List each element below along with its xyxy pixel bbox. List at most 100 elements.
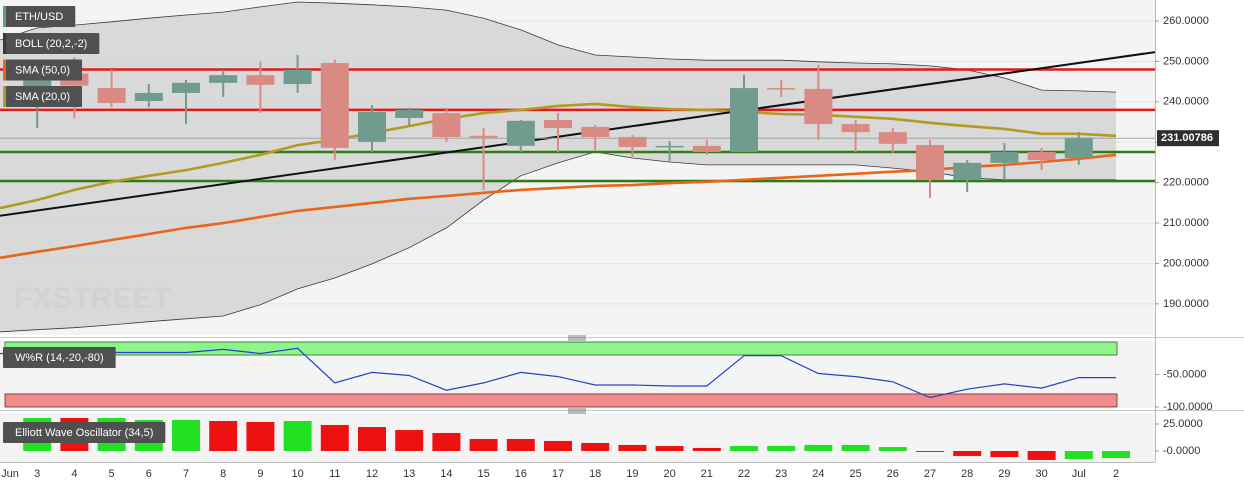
x-tick-label: Jun — [1, 468, 19, 480]
candle-body — [358, 111, 386, 142]
x-tick-label: 11 — [329, 468, 340, 480]
candle-body — [134, 92, 163, 102]
ewo-bar — [878, 446, 907, 451]
candle-body — [804, 88, 833, 125]
watermark: FXSTREET — [14, 282, 171, 315]
candle-body — [581, 126, 610, 137]
candle-body — [730, 88, 758, 152]
x-tick-label: 18 — [589, 468, 601, 480]
candle-body — [916, 145, 944, 180]
ewo-bar — [730, 446, 758, 451]
legend-label: SMA (20,0) — [15, 91, 70, 103]
oversold-zone — [4, 393, 1118, 408]
x-tick-label: 26 — [887, 468, 899, 480]
candle-body — [395, 109, 424, 118]
candle-body — [692, 145, 721, 152]
y-tick-label: 240.0000 — [1163, 96, 1209, 108]
last-price-tag: 231.00786 — [1157, 130, 1219, 147]
resize-handle[interactable] — [568, 408, 586, 414]
candle-body — [320, 63, 349, 148]
x-tick-label: 9 — [257, 468, 263, 480]
ewo-bar — [395, 430, 424, 451]
y-tick-label: 260.0000 — [1163, 15, 1209, 27]
x-tick-label: 10 — [291, 468, 303, 480]
legend-box — [3, 422, 166, 443]
candle-body — [1027, 151, 1056, 161]
x-tick-label: 21 — [701, 468, 713, 480]
ewo-bar — [358, 427, 386, 451]
candle-body — [767, 88, 796, 90]
ewo-bar — [953, 450, 982, 456]
x-tick-label: 22 — [738, 468, 750, 480]
y-tick-label: -50.0000 — [1163, 368, 1206, 380]
legend-swatch — [3, 6, 6, 27]
legend-item: BOLL (20,2,-2) — [3, 33, 100, 54]
bollinger-fill — [0, 2, 1116, 332]
resize-handle[interactable] — [568, 335, 586, 341]
x-tick-label: 6 — [146, 468, 152, 480]
candle-body — [172, 82, 200, 93]
y-tick-label: 210.0000 — [1163, 217, 1209, 229]
x-tick-label: 17 — [552, 468, 564, 480]
candle-body — [953, 162, 982, 180]
candle-body — [655, 145, 684, 148]
x-tick-label: 24 — [812, 468, 824, 480]
ewo-bar — [692, 447, 721, 451]
ewo-bar — [841, 444, 870, 451]
candle-body — [1064, 137, 1093, 159]
trendline — [0, 51, 1156, 217]
x-tick-label: 19 — [626, 468, 638, 480]
x-tick-label: 4 — [71, 468, 77, 480]
x-tick-label: 13 — [403, 468, 415, 480]
ewo-bar — [804, 444, 833, 451]
ewo-bar — [506, 439, 535, 451]
last-price-box — [1157, 130, 1219, 147]
legend-item: Elliott Wave Oscillator (34,5) — [3, 422, 166, 443]
x-tick-label: 7 — [183, 468, 189, 480]
candle-body — [544, 120, 572, 129]
x-tick-label: Jul — [1072, 468, 1086, 480]
ewo-bar — [320, 424, 349, 451]
legend-label: W%R (14,-20,-80) — [15, 352, 104, 364]
x-tick-label: 15 — [477, 468, 489, 480]
y-tick-label: 250.0000 — [1163, 55, 1209, 67]
legend-box — [3, 6, 76, 27]
x-tick-label: 3 — [34, 468, 40, 480]
legend-item: W%R (14,-20,-80) — [3, 347, 116, 368]
y-tick-label: 200.0000 — [1163, 257, 1209, 269]
ewo-bar — [432, 432, 461, 451]
y-tick-label: 190.0000 — [1163, 298, 1209, 310]
legend-item: SMA (20,0) — [3, 86, 83, 107]
candle-body — [878, 132, 907, 144]
legend-label: BOLL (20,2,-2) — [15, 38, 87, 50]
wr-line — [0, 347, 1116, 399]
candle-body — [990, 151, 1019, 163]
x-tick-label: 28 — [961, 468, 973, 480]
legend-box — [3, 86, 83, 107]
sma-line — [0, 102, 1117, 210]
ewo-bar — [172, 420, 200, 451]
bollinger-upper — [0, 1, 1117, 93]
x-tick-label: 14 — [440, 468, 452, 480]
legend-swatch — [3, 59, 6, 81]
ewo-bar — [990, 450, 1019, 458]
candle-body — [469, 135, 498, 138]
x-tick-label: 30 — [1035, 468, 1047, 480]
legend-label: SMA (50,0) — [15, 64, 70, 76]
x-tick-label: 23 — [775, 468, 787, 480]
ewo-bar — [581, 443, 610, 451]
x-tick-label: 2 — [1113, 468, 1119, 480]
legend-item: ETH/USD — [3, 6, 76, 27]
ewo-bar — [283, 420, 312, 451]
x-tick-label: 8 — [220, 468, 226, 480]
candle-body — [432, 113, 461, 137]
ewo-bar — [1027, 450, 1056, 460]
ewo-bar — [469, 439, 498, 451]
y-tick-label: 25.0000 — [1163, 418, 1203, 430]
x-tick-label: 12 — [366, 468, 378, 480]
candle-body — [506, 120, 535, 146]
candle-body — [618, 136, 647, 148]
candle-body — [97, 88, 126, 104]
